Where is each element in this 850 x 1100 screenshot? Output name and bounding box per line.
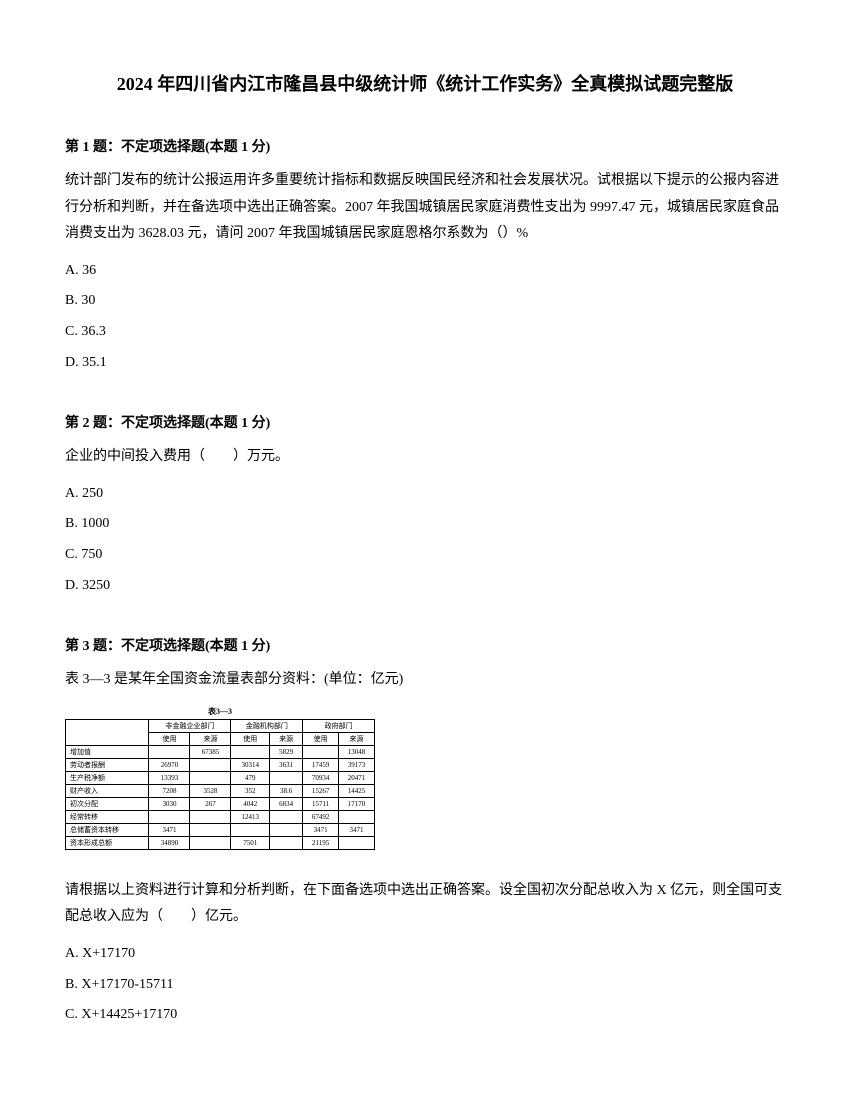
table-cell: 6834 xyxy=(270,797,303,810)
table-cell: 70934 xyxy=(303,771,339,784)
table-row: 劳动者报酬26970 3031436311745939173 xyxy=(66,758,375,771)
table-cell: 352 xyxy=(231,784,270,797)
table-cell xyxy=(303,745,339,758)
table-header-group3: 政府部门 xyxy=(303,719,375,732)
table-subheader: 来源 xyxy=(339,732,375,745)
table-cell: 13048 xyxy=(339,745,375,758)
table-cell: 15267 xyxy=(303,784,339,797)
table-cell: 39173 xyxy=(339,758,375,771)
table-row: 生产税净额13393 479 7093420471 xyxy=(66,771,375,784)
table-cell: 12413 xyxy=(231,810,270,823)
table-cell: 67385 xyxy=(190,745,231,758)
table-cell: 21195 xyxy=(303,836,339,849)
question-3: 第 3 题：不定项选择题(本题 1 分) 表 3—3 是某年全国资金流量表部分资… xyxy=(65,635,785,1029)
question-1-body: 统计部门发布的统计公报运用许多重要统计指标和数据反映国民经济和社会发展状况。试根… xyxy=(65,168,785,248)
question-1-option-c: C. 36.3 xyxy=(65,319,785,346)
table-cell: 38.6 xyxy=(270,784,303,797)
table-cell: 34890 xyxy=(149,836,190,849)
question-3-body: 请根据以上资料进行计算和分析判断，在下面备选项中选出正确答案。设全国初次分配总收… xyxy=(65,878,785,931)
question-3-option-a: A. X+17170 xyxy=(65,941,785,968)
data-table-container: 表3—3 非金融企业部门 金融机构部门 政府部门 使用 来源 使用 来源 使用 … xyxy=(65,706,785,850)
table-cell: 30314 xyxy=(231,758,270,771)
table-header-group1: 非金融企业部门 xyxy=(149,719,231,732)
table-subheader: 使用 xyxy=(149,732,190,745)
table-row: 经常转移 12413 67492 xyxy=(66,810,375,823)
table-cell xyxy=(231,745,270,758)
table-subheader: 使用 xyxy=(231,732,270,745)
table-row: 总储蓄资本转移347134713471 xyxy=(66,823,375,836)
table-header-blank xyxy=(66,719,149,745)
table-cell: 7501 xyxy=(231,836,270,849)
table-row-label: 增加值 xyxy=(66,745,149,758)
table-row-label: 总储蓄资本转移 xyxy=(66,823,149,836)
table-row-label: 经常转移 xyxy=(66,810,149,823)
table-row: 资本形成总额34890 7501 21195 xyxy=(66,836,375,849)
table-cell: 3030 xyxy=(149,797,190,810)
table-cell: 7208 xyxy=(149,784,190,797)
table-cell xyxy=(270,810,303,823)
table-cell: 17170 xyxy=(339,797,375,810)
table-cell: 479 xyxy=(231,771,270,784)
table-row-label: 财产收入 xyxy=(66,784,149,797)
table-cell xyxy=(339,836,375,849)
table-cell: 13393 xyxy=(149,771,190,784)
question-3-header: 第 3 题：不定项选择题(本题 1 分) xyxy=(65,635,785,655)
table-cell: 3631 xyxy=(270,758,303,771)
table-cell: 3528 xyxy=(190,784,231,797)
table-cell xyxy=(149,810,190,823)
table-cell xyxy=(270,771,303,784)
table-subheader: 使用 xyxy=(303,732,339,745)
table-row: 初次分配3030267404268341571117170 xyxy=(66,797,375,810)
table-subheader: 来源 xyxy=(190,732,231,745)
table-cell: 3471 xyxy=(339,823,375,836)
table-row-label: 生产税净额 xyxy=(66,771,149,784)
page-title: 2024 年四川省内江市隆昌县中级统计师《统计工作实务》全真模拟试题完整版 xyxy=(65,70,785,96)
question-3-intro: 表 3—3 是某年全国资金流量表部分资料：(单位：亿元) xyxy=(65,667,785,694)
table-title: 表3—3 xyxy=(65,706,375,717)
table-cell xyxy=(149,745,190,758)
table-header-group2: 金融机构部门 xyxy=(231,719,303,732)
question-3-option-c: C. X+14425+17170 xyxy=(65,1002,785,1029)
table-cell: 20471 xyxy=(339,771,375,784)
table-cell: 17459 xyxy=(303,758,339,771)
question-1-option-b: B. 30 xyxy=(65,288,785,315)
table-cell xyxy=(190,810,231,823)
table-row-label: 初次分配 xyxy=(66,797,149,810)
table-cell xyxy=(270,823,303,836)
question-2-option-d: D. 3250 xyxy=(65,573,785,600)
table-cell: 3471 xyxy=(149,823,190,836)
table-cell: 4042 xyxy=(231,797,270,810)
table-cell xyxy=(270,836,303,849)
question-2-header: 第 2 题：不定项选择题(本题 1 分) xyxy=(65,412,785,432)
table-cell xyxy=(190,836,231,849)
table-cell xyxy=(190,771,231,784)
table-cell: 3471 xyxy=(303,823,339,836)
table-cell xyxy=(231,823,270,836)
question-1-option-a: A. 36 xyxy=(65,258,785,285)
table-cell: 67492 xyxy=(303,810,339,823)
table-row: 财产收入7208352835238.61526714425 xyxy=(66,784,375,797)
data-table: 非金融企业部门 金融机构部门 政府部门 使用 来源 使用 来源 使用 来源 增加… xyxy=(65,719,375,850)
table-cell xyxy=(190,823,231,836)
table-cell: 26970 xyxy=(149,758,190,771)
question-2: 第 2 题：不定项选择题(本题 1 分) 企业的中间投入费用（ ）万元。 A. … xyxy=(65,412,785,599)
question-1-header: 第 1 题：不定项选择题(本题 1 分) xyxy=(65,136,785,156)
table-cell: 14425 xyxy=(339,784,375,797)
table-row-label: 劳动者报酬 xyxy=(66,758,149,771)
table-cell: 267 xyxy=(190,797,231,810)
question-2-body: 企业的中间投入费用（ ）万元。 xyxy=(65,444,785,471)
table-subheader: 来源 xyxy=(270,732,303,745)
question-1-option-d: D. 35.1 xyxy=(65,350,785,377)
question-2-option-b: B. 1000 xyxy=(65,511,785,538)
question-2-option-a: A. 250 xyxy=(65,481,785,508)
table-cell xyxy=(339,810,375,823)
table-cell: 15711 xyxy=(303,797,339,810)
table-cell: 5829 xyxy=(270,745,303,758)
question-1: 第 1 题：不定项选择题(本题 1 分) 统计部门发布的统计公报运用许多重要统计… xyxy=(65,136,785,376)
table-row: 增加值 67385 5829 13048 xyxy=(66,745,375,758)
question-3-option-b: B. X+17170-15711 xyxy=(65,972,785,999)
question-2-option-c: C. 750 xyxy=(65,542,785,569)
table-cell xyxy=(190,758,231,771)
table-row-label: 资本形成总额 xyxy=(66,836,149,849)
